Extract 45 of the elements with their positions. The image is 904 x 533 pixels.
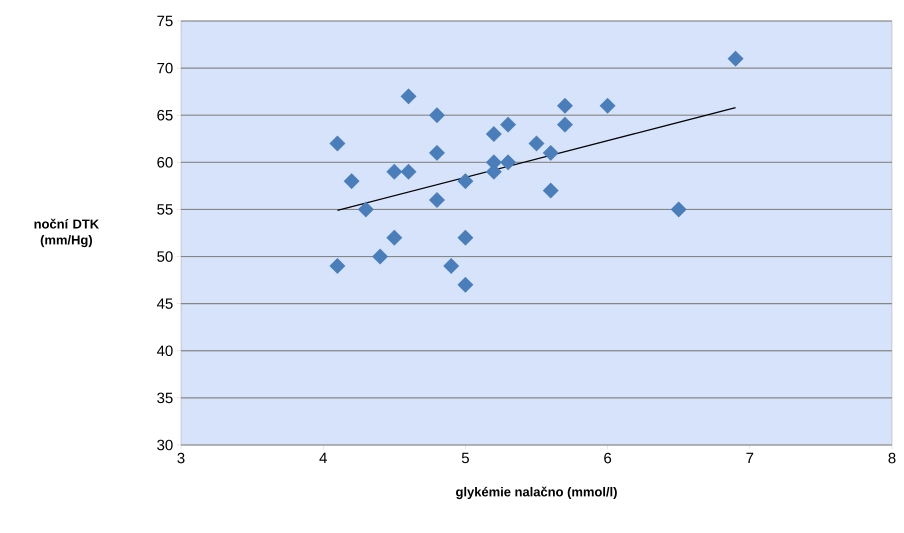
point: [556, 98, 573, 114]
point: [428, 107, 445, 124]
y-tick-label: 65: [157, 110, 173, 120]
point: [542, 182, 559, 199]
x-tick-label: 7: [746, 452, 754, 464]
x-tick-label: 4: [319, 452, 327, 464]
y-tick-label: 30: [157, 440, 173, 450]
point: [443, 258, 460, 274]
point: [400, 164, 417, 180]
y-axis-title: noční DTK (mm/Hg): [34, 218, 99, 248]
x-tick-label: 8: [888, 452, 896, 464]
y-tick-label: 70: [157, 62, 173, 74]
point: [428, 192, 445, 208]
x-tick-label: 6: [604, 452, 612, 464]
y-tick-label: 50: [157, 251, 173, 262]
x-tick-label: 3: [177, 452, 185, 464]
point: [386, 164, 402, 180]
point: [457, 276, 474, 293]
point: [457, 230, 474, 246]
point: [358, 201, 374, 218]
x-axis-title: glykémie nalačno (mmol/l): [456, 486, 617, 500]
y-tick-label: 40: [156, 345, 173, 356]
point: [542, 144, 559, 161]
point: [457, 173, 474, 190]
y-tick-label: 35: [157, 392, 173, 404]
point: [556, 116, 573, 133]
point: [500, 154, 516, 170]
point: [386, 230, 402, 246]
point: [344, 173, 360, 190]
point: [329, 135, 346, 152]
point: [670, 201, 687, 218]
y-tick-label: 45: [156, 298, 173, 309]
y-tick-label: 75: [157, 16, 173, 26]
y-tick-label: 60: [157, 157, 173, 168]
point: [372, 248, 388, 265]
point: [728, 50, 744, 67]
point: [528, 135, 544, 152]
point: [329, 258, 346, 274]
y-tick-label: 55: [157, 204, 173, 215]
point: [600, 98, 616, 114]
point: [428, 144, 445, 161]
point: [500, 116, 516, 133]
point: [486, 126, 502, 142]
point: [400, 88, 417, 104]
x-tick-label: 5: [462, 452, 469, 464]
